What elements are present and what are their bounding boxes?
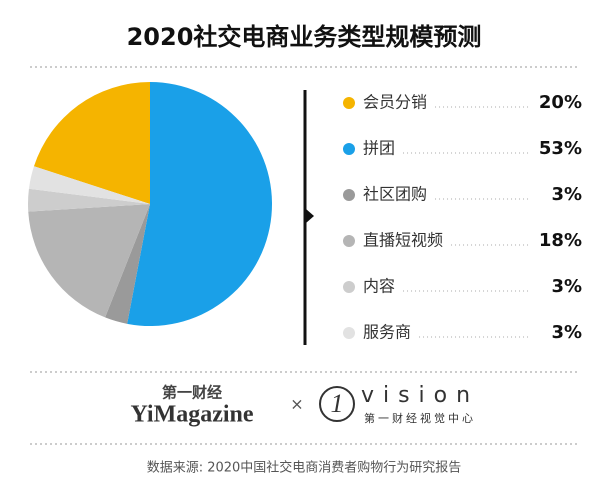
- legend-dot: [343, 97, 355, 109]
- value-label: 3%: [551, 184, 582, 205]
- legend-label: 会员分销: [363, 93, 427, 112]
- legend-label: 服务商: [363, 323, 411, 342]
- pie-slice: [28, 204, 151, 318]
- vision-cn: 第一财经视觉中心: [364, 411, 476, 425]
- legend-label: 内容: [363, 277, 395, 296]
- pie-slice: [105, 204, 150, 324]
- value-label: 20%: [539, 92, 582, 113]
- pie-slice: [28, 166, 150, 204]
- value-label: 18%: [539, 230, 582, 251]
- value-label: 3%: [551, 322, 582, 343]
- legend-label: 直播短视频: [363, 231, 443, 250]
- value-label: 3%: [551, 276, 582, 297]
- vision: vision: [361, 383, 479, 408]
- pie-slice: [127, 82, 273, 326]
- legend-dot: [343, 235, 355, 247]
- pie-slice: [33, 82, 151, 204]
- legend-dot: [343, 143, 355, 155]
- legend-label: 拼团: [363, 139, 395, 158]
- brand-cn: 第一财经: [162, 384, 222, 402]
- chart-title: 2020社交电商业务类型规模预测: [127, 23, 482, 51]
- legend-arrow: [306, 209, 314, 223]
- legend-dot: [343, 189, 355, 201]
- times: ×: [290, 395, 303, 414]
- pie-slice: [27, 188, 150, 212]
- value-label: 53%: [539, 138, 582, 159]
- brand-en: YiMagazine: [130, 402, 253, 428]
- legend-dot: [343, 327, 355, 339]
- vision-ring: [319, 386, 355, 422]
- legend-dot: [343, 281, 355, 293]
- vision-num: 1: [331, 389, 344, 418]
- legend-label: 社区团购: [363, 185, 427, 204]
- source: 数据来源: 2020中国社交电商消费者购物行为研究报告: [147, 460, 462, 476]
